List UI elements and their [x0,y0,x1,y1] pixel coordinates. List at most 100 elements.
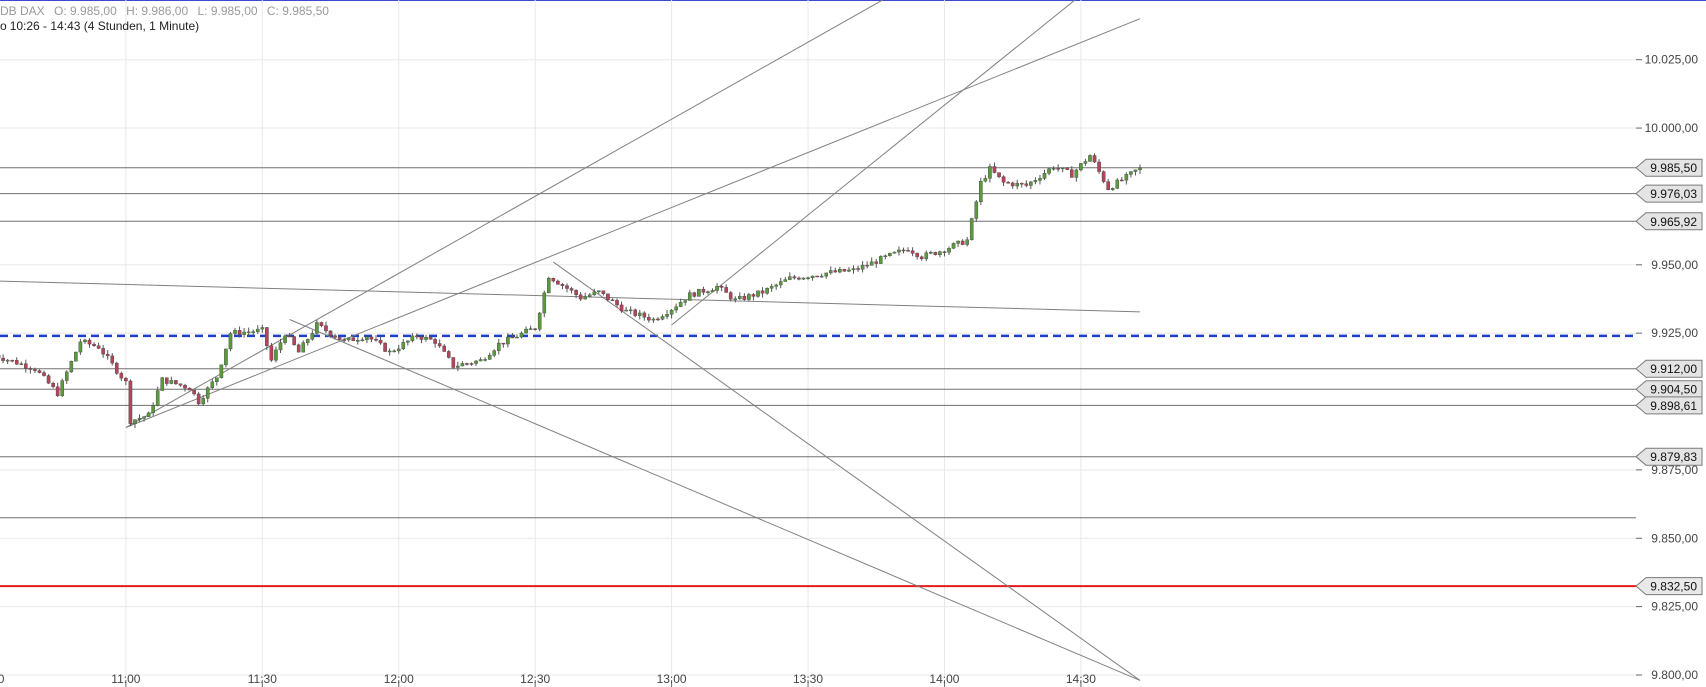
candle-up [215,377,219,382]
candle-up [524,328,528,334]
candle-down [183,384,187,389]
candle-up [897,249,901,253]
price-tag-label: 9.879,83 [1650,450,1697,464]
candle-up [628,309,633,312]
candle-up [1133,169,1138,172]
candle-up [883,255,888,257]
x-tick-label: 11:00 [111,672,140,686]
candle-down [187,387,192,391]
candle-down [92,343,96,346]
candle-down [287,335,292,338]
candle-down [237,330,242,335]
candle-down [442,345,447,352]
candle-up [988,166,992,179]
candle-up [1015,182,1020,187]
candle-up [278,342,283,351]
candle-up [456,365,460,368]
candle-down [446,351,451,358]
candle-up [496,342,501,351]
candle-down [428,336,433,340]
time-axis: 10:30 11:00 11:30 12:00 12:30 13:00 13:30 14:00… [0,672,1096,687]
candle-up [155,390,160,406]
candle-down [178,383,183,386]
candle-up [392,350,396,353]
candle-up [78,341,83,353]
range-label: 10:26 - 14:43 (4 Stunden, 1 Minute) [9,19,200,33]
close-value: C: 9.985,50 [266,4,329,18]
candle-up [669,309,674,315]
candle-up [660,316,665,320]
candle-down [510,336,515,339]
candle-down [1065,167,1070,170]
candle-down [642,312,647,318]
candle-up [492,350,497,356]
candle-down [105,353,110,357]
candle-down [351,337,356,342]
candle-down [128,380,133,424]
candle-up [587,294,592,297]
candle-up [678,302,683,307]
price-tag-label: 9.976,03 [1650,187,1697,201]
candle-down [1,357,5,361]
candle-up [137,418,142,420]
candle-down [378,339,383,344]
candle-up [356,340,360,342]
candle-up [878,256,883,264]
candle-up [515,336,519,339]
candle-up [983,178,988,182]
candle-up [487,355,492,360]
candle-up [828,270,833,274]
trend-line [125,18,1141,428]
candle-down [328,330,333,336]
candle-up [1083,161,1088,164]
x-tick-label: 12:30 [520,672,550,686]
candle-up [301,342,306,353]
candle-up [824,272,829,277]
high-value: H: 9.986,00 [126,4,189,18]
candle-down [1001,176,1006,183]
candle-down [24,363,28,369]
price-tag [1635,577,1703,596]
candle-up [979,180,983,203]
trend-lines [0,0,1141,681]
price-tag-label: 9.904,50 [1650,383,1697,397]
candle-up [542,292,547,314]
candle-down [196,393,201,405]
trend-line [125,0,884,428]
candle-up [847,269,851,272]
candle-down [656,318,660,321]
candle-down [1069,169,1074,178]
candle-down [919,256,924,260]
candle-down [51,382,55,387]
price-tag-label: 9.832,50 [1650,580,1697,594]
candle-down [906,250,910,252]
candle-down [465,363,469,365]
candle-up [597,290,601,293]
candle-up [860,264,865,270]
x-tick-label: 13:30 [793,672,823,686]
candle-down [556,280,560,285]
candle-up [201,398,205,405]
candle-up [938,251,942,255]
y-tick-label: 9.875,00 [1651,463,1698,477]
candle-down [992,166,997,173]
candle-up [142,416,146,419]
candle-down [615,300,619,306]
candle-down [1056,168,1060,170]
candle-down [569,288,574,291]
candle-down [719,286,724,288]
candle-up [83,339,87,343]
candle-down [551,278,556,282]
horizontal-levels [0,167,1636,588]
candle-up [305,339,310,343]
candle-down [10,359,14,362]
candle-up [1051,168,1056,170]
candle-down [419,336,424,340]
candle-down [760,290,765,294]
candle-up [406,340,410,343]
candle-up [5,359,10,362]
candle-up [951,243,956,249]
candle-down [37,370,42,373]
candle-up [224,348,228,366]
